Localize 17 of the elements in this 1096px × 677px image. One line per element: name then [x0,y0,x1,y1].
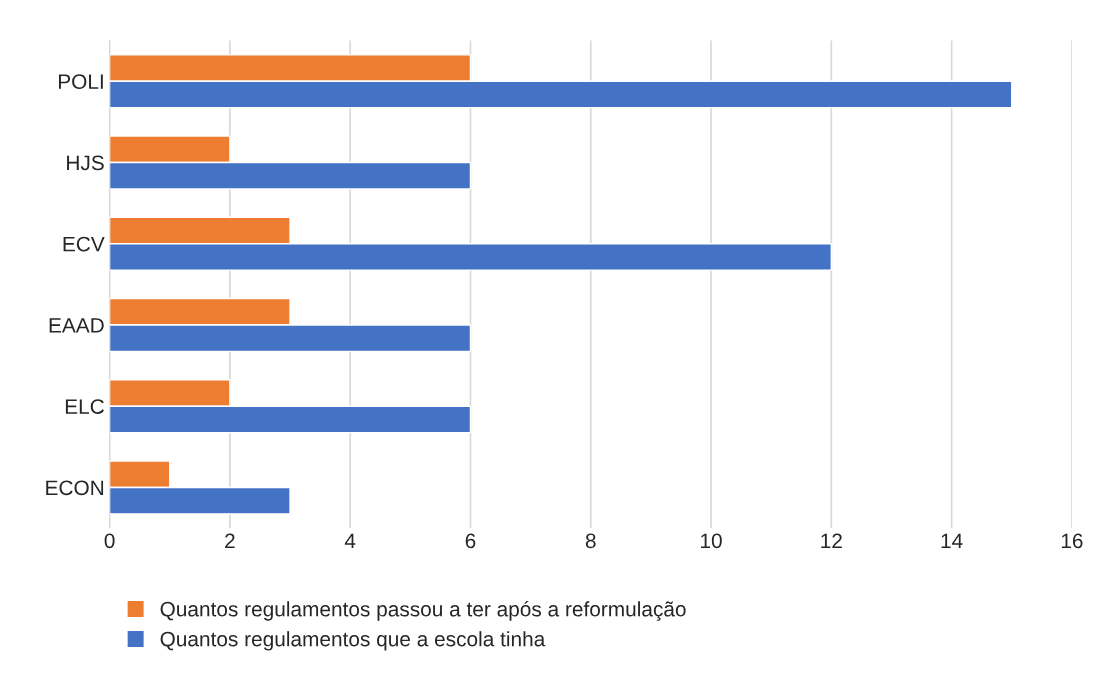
x-tick-label: 2 [225,533,235,549]
x-tick-label: 6 [465,533,476,549]
y-tick-label: ECON [46,480,104,496]
y-tick-label: ECV [63,236,105,252]
y-tick-label: EAAD [49,318,104,333]
y-tick-label: HJS [67,155,104,171]
x-tick-label: 12 [821,533,842,549]
x-tick-label: 0 [104,533,115,549]
x-tick-label: 14 [941,533,963,549]
x-tick-label: 16 [1061,533,1083,549]
x-tick-label: 10 [701,533,722,549]
legend-label: Quantos regulamentos passou a ter após a reformulação [160,600,686,621]
legend-label: Quantos regulamentos que a escola tinha [160,631,546,651]
y-tick-label: ELC [65,399,104,414]
x-tick-label: 8 [585,533,596,549]
y-tick-label: POLI [58,74,103,89]
x-tick-label: 4 [344,533,356,549]
